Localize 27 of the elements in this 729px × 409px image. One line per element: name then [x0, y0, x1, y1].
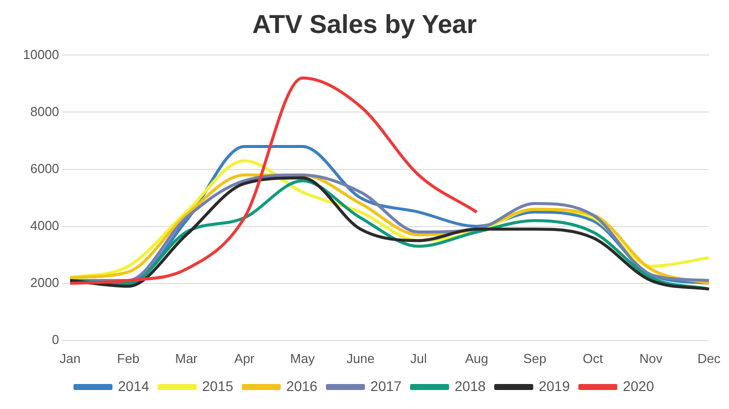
chart-title: ATV Sales by Year: [252, 8, 477, 39]
x-tick-label: Dec: [697, 350, 722, 366]
y-tick-label: 4000: [30, 218, 60, 233]
y-tick-label: 8000: [30, 104, 60, 119]
x-tick-label: Nov: [639, 350, 663, 366]
legend-label: 2018: [454, 378, 486, 394]
legend-label: 2017: [370, 378, 402, 394]
x-tick-label: Oct: [582, 350, 604, 366]
x-tick-label: June: [346, 350, 375, 366]
y-tick-label: 6000: [30, 160, 60, 176]
legend-label: 2016: [286, 378, 318, 394]
x-tick-label: Jul: [410, 350, 428, 366]
legend-label: 2020: [622, 378, 654, 394]
y-tick-label: 10000: [22, 46, 60, 62]
x-tick-label: Feb: [117, 350, 140, 366]
y-tick-label: 2000: [30, 274, 60, 290]
x-tick-label: Aug: [465, 350, 488, 366]
legend-label: 2019: [538, 378, 570, 394]
y-tick-label: 0: [52, 332, 60, 347]
x-tick-label: May: [290, 350, 316, 366]
x-tick-label: Sep: [523, 350, 546, 366]
legend-label: 2015: [202, 378, 234, 394]
legend-label: 2014: [118, 378, 150, 394]
line-series: [68, 76, 478, 285]
x-tick-label: Mar: [175, 350, 198, 366]
x-tick-label: Apr: [234, 350, 256, 366]
x-tick-label: Jan: [60, 350, 81, 366]
